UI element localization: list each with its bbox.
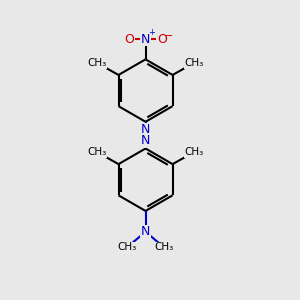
Text: +: +: [148, 28, 155, 37]
Text: −: −: [164, 31, 173, 40]
Text: N: N: [141, 225, 150, 238]
Text: CH₃: CH₃: [88, 58, 107, 68]
Text: CH₃: CH₃: [184, 58, 204, 68]
Text: N: N: [141, 134, 150, 147]
Text: N: N: [141, 123, 150, 136]
Text: O: O: [157, 33, 167, 46]
Text: N: N: [141, 33, 150, 46]
Text: CH₃: CH₃: [184, 147, 204, 157]
Text: O: O: [124, 33, 134, 46]
Text: CH₃: CH₃: [154, 242, 174, 252]
Text: CH₃: CH₃: [88, 147, 107, 157]
Text: CH₃: CH₃: [118, 242, 137, 252]
